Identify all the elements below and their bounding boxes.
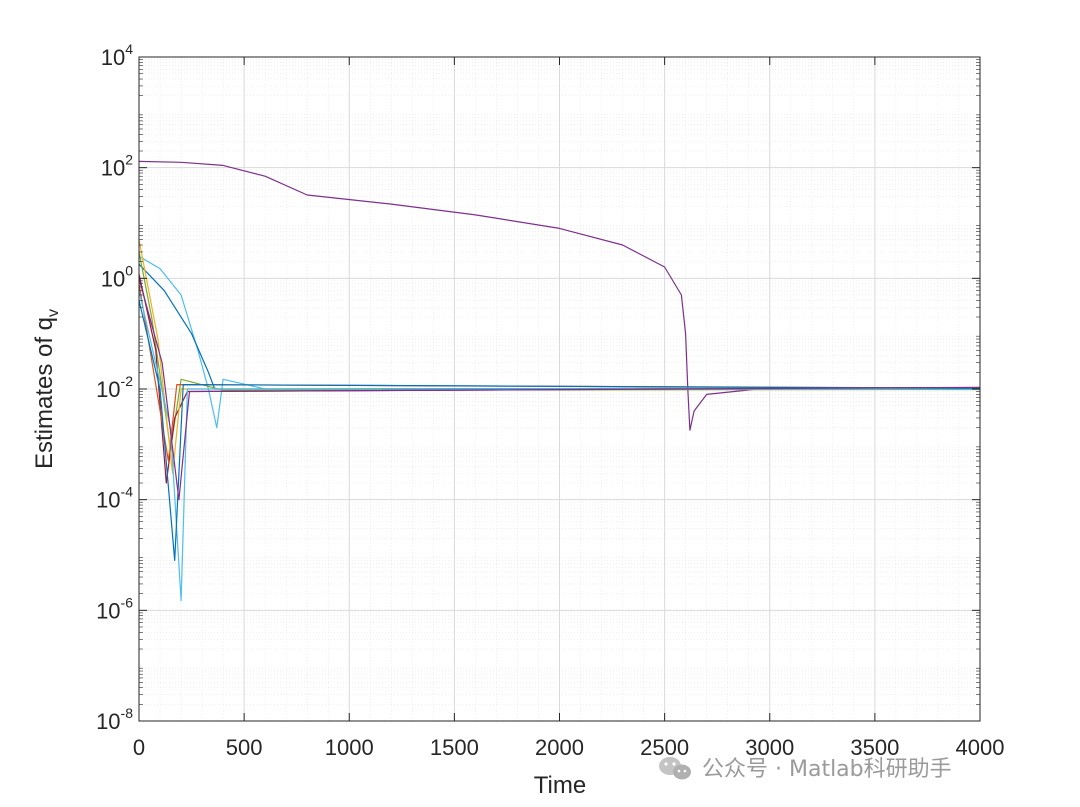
x-tick-labels: 0 500 1000 1500 2000 2500 3000 3500 4000 bbox=[133, 735, 1005, 760]
x-tick-label: 4000 bbox=[956, 735, 1005, 760]
x-tick-label: 500 bbox=[226, 735, 263, 760]
wechat-icon bbox=[659, 757, 691, 780]
series-line-10 bbox=[138, 278, 981, 501]
x-tick-label: 2500 bbox=[640, 735, 689, 760]
y-tick-labels: 10-8 10-6 10-4 10-2 100 102 104 bbox=[96, 41, 133, 734]
y-tick-label: 10-2 bbox=[96, 373, 133, 402]
series-line-9 bbox=[138, 300, 981, 561]
x-tick-label: 2000 bbox=[535, 735, 584, 760]
y-tick-label: 104 bbox=[101, 41, 133, 70]
series-lines bbox=[138, 160, 981, 602]
y-tick-label: 10-4 bbox=[96, 484, 133, 513]
y-tick-label: 10-6 bbox=[96, 594, 133, 623]
series-line-1 bbox=[138, 160, 980, 431]
x-tick-label: 3000 bbox=[745, 735, 794, 760]
x-tick-label: 1500 bbox=[430, 735, 479, 760]
x-tick-label: 0 bbox=[133, 735, 145, 760]
x-tick-label: 3500 bbox=[850, 735, 899, 760]
axis-ticks bbox=[138, 56, 981, 722]
watermark: 公众号 · Matlab科研助手 bbox=[659, 757, 952, 782]
y-axis-label-subscript: v bbox=[45, 309, 62, 317]
series-line-8 bbox=[138, 290, 981, 602]
y-tick-label: 100 bbox=[101, 262, 133, 291]
x-tick-label: 1000 bbox=[325, 735, 374, 760]
y-tick-label: 102 bbox=[101, 152, 133, 181]
y-tick-label: 10-8 bbox=[96, 705, 133, 734]
x-axis-label: Time bbox=[534, 772, 586, 799]
watermark-text: 公众号 · Matlab科研助手 bbox=[702, 757, 952, 782]
y-axis-label: Estimates of qv bbox=[31, 309, 62, 469]
y-axis-label-main: Estimates of q bbox=[31, 317, 58, 469]
